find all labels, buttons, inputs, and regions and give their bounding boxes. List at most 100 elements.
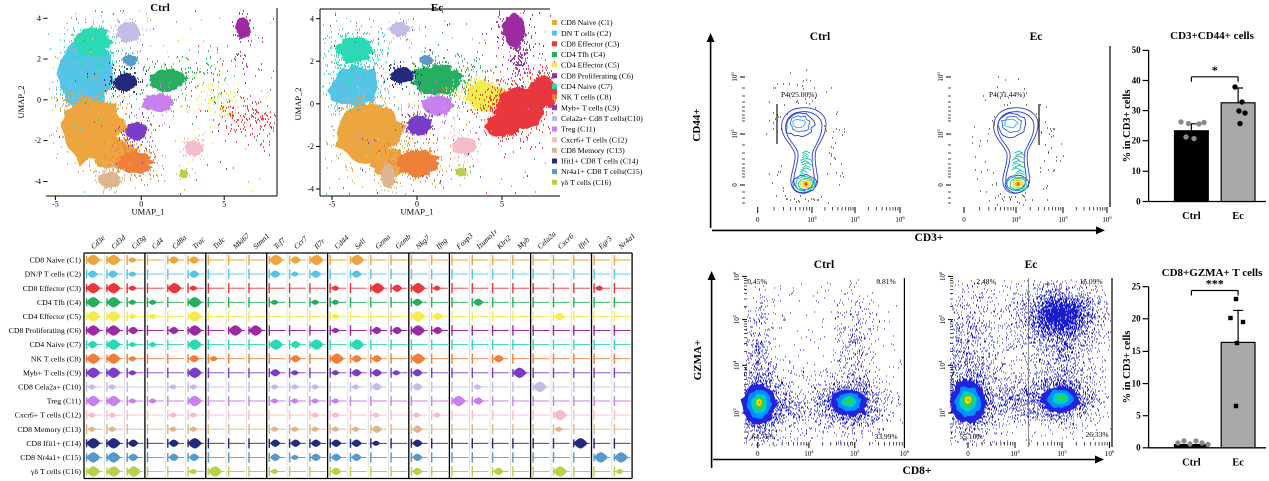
svg-text:CD8+: CD8+: [903, 465, 932, 477]
svg-text:CD8 Proliferating (C6): CD8 Proliferating (C6): [561, 71, 634, 80]
svg-text:0: 0: [756, 216, 760, 224]
svg-text:Ec: Ec: [1030, 31, 1043, 43]
svg-text:4: 4: [310, 14, 314, 23]
svg-text:105: 105: [938, 314, 947, 324]
svg-text:104: 104: [807, 215, 817, 224]
svg-text:105: 105: [732, 314, 741, 324]
svg-text:Cela2a+ Cd8 T cells(C10): Cela2a+ Cd8 T cells(C10): [561, 114, 643, 123]
svg-text:-5: -5: [52, 200, 59, 209]
svg-text:0: 0: [1136, 443, 1141, 453]
svg-text:-2: -2: [34, 136, 41, 145]
svg-text:CD8 Effector (C3): CD8 Effector (C3): [561, 39, 620, 48]
svg-text:Ec: Ec: [431, 2, 443, 14]
svg-text:CD4 Tfh (C4): CD4 Tfh (C4): [37, 298, 81, 307]
svg-text:CD8 Nr4a1+ (C15): CD8 Nr4a1+ (C15): [20, 453, 81, 462]
svg-text:5: 5: [500, 200, 504, 209]
svg-text:106: 106: [1105, 449, 1115, 458]
svg-text:Ctrl: Ctrl: [1182, 211, 1201, 222]
svg-text:5: 5: [1136, 411, 1141, 421]
svg-text:-2: -2: [307, 142, 314, 151]
svg-text:CD4 Tfh (C4): CD4 Tfh (C4): [561, 50, 605, 59]
svg-text:Ec: Ec: [1232, 211, 1244, 222]
svg-text:2: 2: [37, 55, 41, 64]
svg-text:106: 106: [895, 215, 905, 224]
svg-text:***: ***: [1206, 277, 1224, 291]
svg-text:105: 105: [730, 129, 739, 139]
svg-text:CD8 Memory (C13): CD8 Memory (C13): [561, 146, 625, 155]
svg-text:GZMA+: GZMA+: [692, 340, 704, 381]
svg-text:33.99%: 33.99%: [874, 432, 897, 441]
svg-text:105: 105: [850, 215, 860, 224]
svg-text:Ctrl: Ctrl: [814, 259, 834, 271]
svg-text:0: 0: [731, 183, 739, 187]
svg-text:0: 0: [962, 216, 966, 224]
svg-text:CD8 Naive (C1): CD8 Naive (C1): [29, 256, 81, 265]
svg-text:2: 2: [310, 57, 314, 66]
svg-text:Cxcr6+ T cells (C12): Cxcr6+ T cells (C12): [15, 411, 82, 420]
svg-text:CD8 Effector (C3): CD8 Effector (C3): [23, 284, 82, 293]
svg-text:*: *: [1212, 63, 1218, 77]
svg-text:103: 103: [732, 408, 741, 418]
svg-text:0: 0: [139, 200, 143, 209]
svg-text:UMAP_2: UMAP_2: [16, 85, 26, 118]
svg-text:20: 20: [1132, 136, 1142, 146]
svg-text:104: 104: [804, 449, 814, 458]
svg-text:40: 40: [1132, 75, 1142, 85]
svg-text:UMAP_2: UMAP_2: [293, 87, 303, 120]
svg-text:CD4 Effector (C5): CD4 Effector (C5): [23, 312, 82, 321]
svg-text:CD44+: CD44+: [691, 108, 703, 141]
svg-text:55.10%: 55.10%: [959, 432, 982, 441]
svg-text:0: 0: [415, 200, 419, 209]
svg-text:0: 0: [756, 450, 760, 458]
svg-text:0: 0: [966, 450, 970, 458]
svg-text:106: 106: [730, 72, 739, 82]
svg-text:104: 104: [938, 360, 947, 370]
svg-text:105: 105: [936, 129, 945, 139]
svg-text:0: 0: [310, 99, 314, 108]
svg-text:105: 105: [1057, 449, 1067, 458]
svg-text:CD8 Memory (C13): CD8 Memory (C13): [17, 425, 81, 434]
svg-text:16.09%: 16.09%: [1079, 277, 1102, 286]
svg-text:2.48%: 2.48%: [976, 277, 995, 286]
svg-text:CD8 Naive (C1): CD8 Naive (C1): [561, 18, 613, 27]
svg-text:104: 104: [1010, 449, 1020, 458]
svg-text:CD8 Cela2a+ (C10): CD8 Cela2a+ (C10): [18, 382, 81, 391]
svg-text:Myb+ T cells (C9): Myb+ T cells (C9): [23, 368, 81, 377]
svg-text:CD8 Ifit1+ (C14): CD8 Ifit1+ (C14): [26, 439, 81, 448]
svg-text:64.75%: 64.75%: [751, 432, 774, 441]
svg-text:104: 104: [1011, 215, 1021, 224]
svg-text:-4: -4: [34, 177, 41, 186]
svg-text:10: 10: [1132, 166, 1142, 176]
svg-text:5: 5: [222, 200, 226, 209]
svg-text:106: 106: [936, 72, 945, 82]
svg-text:Ctrl: Ctrl: [150, 2, 170, 14]
svg-text:Ifit1+ CD8 T cells (C14): Ifit1+ CD8 T cells (C14): [561, 157, 639, 166]
svg-text:15: 15: [1132, 346, 1142, 356]
svg-text:UMAP_1: UMAP_1: [400, 207, 433, 217]
svg-text:Cxcr6+ T cells (C12): Cxcr6+ T cells (C12): [561, 135, 628, 144]
svg-text:26.33%: 26.33%: [1085, 430, 1108, 439]
svg-text:UMAP_1: UMAP_1: [131, 207, 164, 217]
svg-text:NK T cells (C8): NK T cells (C8): [31, 354, 82, 363]
svg-text:% in CD3+ cells: % in CD3+ cells: [1122, 331, 1133, 404]
svg-text:% in CD3+ cells: % in CD3+ cells: [1122, 90, 1133, 163]
svg-text:DN T cells (C2): DN T cells (C2): [561, 29, 612, 38]
svg-text:106: 106: [1102, 215, 1112, 224]
svg-text:105: 105: [850, 449, 860, 458]
svg-text:Nr4a1+ CD8 T cells(C15): Nr4a1+ CD8 T cells(C15): [561, 167, 643, 176]
svg-text:Ec: Ec: [1025, 259, 1038, 271]
svg-text:104: 104: [732, 360, 741, 370]
svg-text:-4: -4: [307, 185, 314, 194]
svg-text:0.81%: 0.81%: [876, 277, 895, 286]
svg-text:CD8+GZMA+ T cells: CD8+GZMA+ T cells: [1162, 267, 1263, 279]
svg-text:0.45%: 0.45%: [747, 277, 766, 286]
svg-text:P4(25.00%): P4(25.00%): [781, 90, 818, 99]
svg-text:CD4 Naive (C7): CD4 Naive (C7): [29, 340, 81, 349]
svg-text:106: 106: [938, 271, 947, 281]
svg-text:γδ T cells (C16): γδ T cells (C16): [30, 467, 81, 476]
svg-text:30: 30: [1132, 105, 1142, 115]
svg-text:P4(31.44%): P4(31.44%): [989, 90, 1026, 99]
svg-text:105: 105: [1058, 215, 1068, 224]
svg-text:4: 4: [37, 14, 41, 23]
svg-text:20: 20: [1132, 314, 1142, 324]
